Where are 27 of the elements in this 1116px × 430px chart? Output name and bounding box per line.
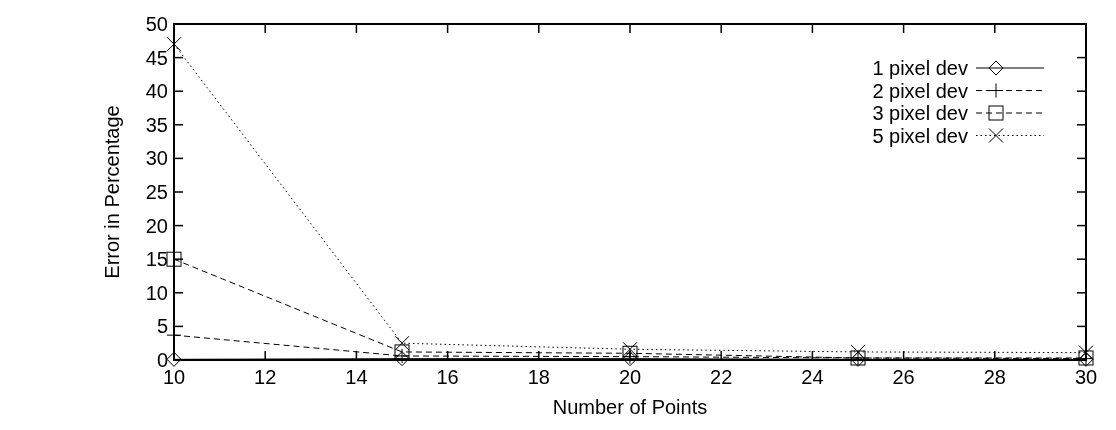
y-axis-title: Error in Percentage (101, 105, 123, 279)
y-tick-label: 35 (145, 113, 168, 136)
y-tick-label: 5 (156, 315, 168, 338)
y-tick-label: 50 (145, 13, 168, 35)
x-tick-label: 16 (436, 366, 459, 388)
legend-label: 2 pixel dev (872, 79, 968, 102)
y-tick-label: 40 (145, 80, 168, 103)
x-tick-label: 30 (1074, 366, 1098, 388)
y-tick-label: 0 (156, 349, 168, 371)
x-tick-label: 14 (345, 366, 368, 388)
y-tick-label: 30 (145, 147, 168, 170)
x-tick-label: 28 (983, 366, 1006, 388)
x-axis-title: Number of Points (552, 396, 708, 418)
x-tick-label: 18 (527, 366, 550, 388)
legend-label: 3 pixel dev (872, 102, 968, 124)
x-tick-label: 26 (892, 366, 915, 388)
legend-label: 1 pixel dev (872, 57, 968, 79)
x-tick-label: 22 (710, 366, 733, 388)
legend-label: 5 pixel dev (872, 124, 968, 147)
y-tick-label: 25 (145, 181, 168, 203)
y-tick-label: 15 (145, 248, 168, 271)
y-tick-label: 20 (145, 214, 168, 237)
x-tick-label: 20 (618, 366, 642, 388)
y-tick-label: 45 (145, 46, 168, 69)
y-tick-label: 10 (145, 281, 168, 304)
x-tick-label: 12 (254, 366, 277, 388)
x-tick-label: 24 (801, 366, 824, 388)
